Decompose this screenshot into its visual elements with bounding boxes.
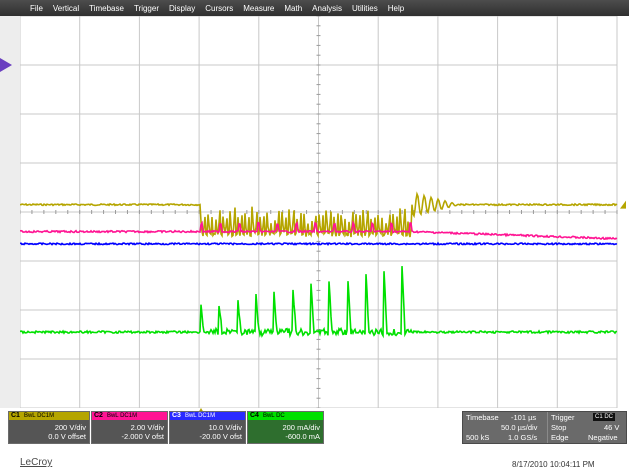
menu-file[interactable]: File [30,3,43,13]
menu-utilities[interactable]: Utilities [351,3,378,13]
menu-analysis[interactable]: Analysis [312,3,342,13]
channel-flags-c4: BwL DC [262,413,285,419]
channel-flags-c3: BwL DC1M [184,413,216,419]
trace-c2 [20,220,618,241]
trigger-slope: Negative [588,433,618,442]
menu-measure[interactable]: Measure [243,3,275,13]
menu-bar: File Vertical Timebase Trigger Display C… [0,0,629,16]
waveform-display[interactable]: C1C2C3C4 [20,16,629,408]
menu-help[interactable]: Help [387,3,405,13]
channel-header-c2: C2 BwL DC1M [92,412,167,420]
volts-per-div-c4: 200 mA/div [282,423,320,432]
trace-c1 [20,191,618,239]
triangle-left-icon [620,200,626,209]
channel-header-c4: C4 BwL DC [248,412,323,420]
sample-count: 500 kS [466,433,490,442]
channel-descriptor-c3[interactable]: C3 BwL DC1M 10.0 V/div -20.00 V ofst [169,411,246,444]
trigger-level: 46 V [604,423,620,432]
offset-c3: -20.00 V ofst [199,432,242,441]
channel-flags-c1: BwL DC1M [23,413,55,419]
volts-per-div-c3: 10.0 V/div [208,423,242,432]
menu-cursors[interactable]: Cursors [205,3,234,13]
trigger-source-tag: C1 DC [593,413,616,421]
timebase-label: Timebase [466,413,499,422]
timebase-trigger-descriptor[interactable]: Timebase -101 µs 50.0 µs/div 500 kS 1.0 … [462,411,627,444]
channel-label-c1: C1 [11,412,20,419]
channel-label-c3: C3 [172,412,181,419]
triangle-up-icon [198,408,204,413]
channel-header-c3: C3 BwL DC1M [170,412,245,420]
triangle-right-icon [0,58,12,72]
menu-timebase[interactable]: Timebase [89,3,124,13]
channel-label-c4: C4 [250,412,259,419]
trace-c4 [20,266,618,339]
volts-per-div-c2: 2.00 V/div [130,423,164,432]
volts-per-div-c1: 200 V/div [54,423,86,432]
offset-c2: -2.000 V ofst [121,432,164,441]
trigger-mode: Stop [551,423,567,432]
menu-display[interactable]: Display [169,3,196,13]
channel-header-c1: C1 BwL DC1M [9,412,89,420]
offset-c1: 0.0 V offset [48,432,86,441]
left-margin [0,16,20,408]
timebase-delay: -101 µs [511,413,537,422]
timestamp: 8/17/2010 10:04:11 PM [512,460,595,469]
trigger-label: Trigger [551,413,575,422]
trace-c3 [20,241,618,247]
trigger-type: Edge [551,433,569,442]
menu-trigger[interactable]: Trigger [133,3,159,13]
menu-vertical[interactable]: Vertical [52,3,80,13]
menu-math[interactable]: Math [284,3,303,13]
offset-c4: -600.0 mA [285,432,320,441]
channel-descriptor-c2[interactable]: C2 BwL DC1M 2.00 V/div -2.000 V ofst [91,411,168,444]
channel-descriptor-c4[interactable]: C4 BwL DC 200 mA/div -600.0 mA [247,411,324,444]
timebase-per-div: 50.0 µs/div [501,423,538,432]
descriptor-divider [547,412,548,443]
channel-descriptor-c1[interactable]: C1 BwL DC1M 200 V/div 0.0 V offset [8,411,90,444]
sample-rate: 1.0 GS/s [508,433,538,442]
status-panel: C1 BwL DC1M 200 V/div 0.0 V offset C2 Bw… [0,408,629,471]
brand-logo: LeCroy [20,457,53,468]
channel-label-c2: C2 [94,412,103,419]
channel-flags-c2: BwL DC1M [106,413,138,419]
right-margin [617,16,629,408]
